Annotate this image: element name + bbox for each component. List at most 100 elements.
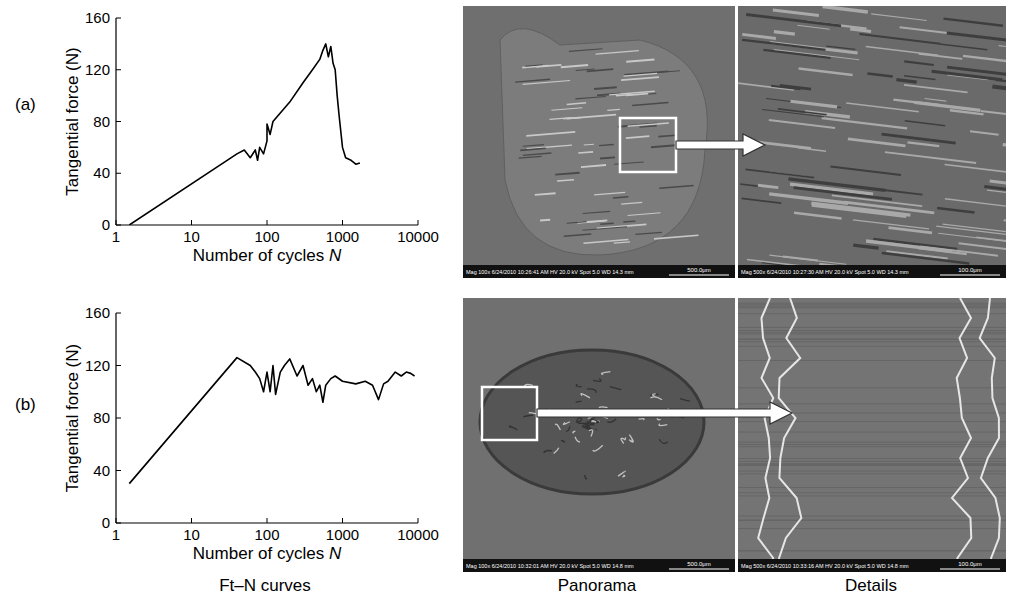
image-content [738,298,1006,572]
streak [738,492,1006,493]
streak [746,14,841,25]
streak [738,442,1006,443]
ridge [657,418,661,420]
x-tick [267,220,268,225]
info-strip [463,559,735,572]
ridge [639,419,644,420]
y-axis-title: Tangential force (N) [63,47,82,195]
x-tick-label: 10000 [397,526,439,543]
streak [597,224,647,228]
streak [766,98,841,107]
streak [738,461,1006,462]
ridge [573,431,576,433]
ridge [607,419,616,423]
streak [742,198,782,203]
streak [738,432,1006,433]
x-axis-title-part: N [329,246,342,265]
column-label: Details [845,576,897,595]
x-tick-label: 10 [183,526,200,543]
ridge [554,448,559,454]
scale-bar-label: 100.0μm [958,561,981,567]
ridge [586,423,590,426]
streak [1003,145,1006,148]
streak [943,224,1006,234]
streak [823,7,868,12]
streak [738,528,1006,529]
streak [738,463,1006,464]
streak [799,69,853,75]
chart: 11010010001000004080120160Number of cycl… [63,304,439,563]
x-tick [342,220,343,225]
streak [830,167,900,175]
streak [853,245,878,248]
streak [599,144,614,145]
y-tick-label: 0 [102,216,110,233]
streak [963,56,1006,61]
streak [628,213,661,216]
streak [575,96,605,98]
x-tick-label: 100 [254,526,279,543]
streak [947,33,1006,44]
streak [738,303,1006,304]
streak [867,73,892,76]
x-tick [418,518,419,523]
streak [990,181,1006,184]
streak [576,69,595,71]
ridge [561,440,564,442]
scale-bar [940,568,1000,569]
streak [763,50,830,58]
streak [536,65,561,67]
ridge [599,407,608,408]
streak [535,193,556,195]
streak [773,10,819,16]
streak [938,233,1006,242]
series-line [129,44,360,225]
streak [523,145,544,147]
image-ground [738,6,1006,278]
streak [607,109,620,110]
arrow [537,402,792,424]
streak [904,85,968,93]
streak [600,223,613,224]
x-tick [342,518,343,523]
streak [848,139,906,146]
info-strip [738,559,1006,572]
streak [626,60,654,62]
y-tick-label: 120 [85,61,110,78]
x-tick [418,220,419,225]
streak [557,180,574,181]
streak [937,208,974,212]
ridge [555,424,560,430]
streak [993,85,1006,95]
streak [738,339,1006,340]
y-tick-label: 160 [85,9,110,26]
streak [884,190,923,195]
info-text: Mag 100x 6/24/2010 10:26:41 AM HV 20.0 k… [466,269,634,275]
y-tick [116,121,121,122]
ridge [618,471,625,476]
ridge [523,415,533,417]
info-strip [463,265,735,278]
ridge [581,394,590,398]
streak [738,520,1006,521]
ridge [544,450,552,452]
streak [888,228,932,233]
scale-bar [669,568,729,569]
streak [976,237,1006,247]
streak [882,253,969,263]
streak [738,330,1006,331]
ridge [566,426,570,431]
y-tick-label: 80 [93,113,110,130]
crack-edge [779,298,802,572]
streak [523,153,552,155]
streak [882,134,956,143]
image-ground [738,298,1006,572]
ridge [509,426,517,430]
streak [520,148,546,150]
ridge [589,430,593,437]
streak [654,235,698,239]
ridge [592,421,596,422]
streak [846,103,919,112]
scale-bar-label: 500.0μm [687,267,710,273]
streak [925,99,947,102]
